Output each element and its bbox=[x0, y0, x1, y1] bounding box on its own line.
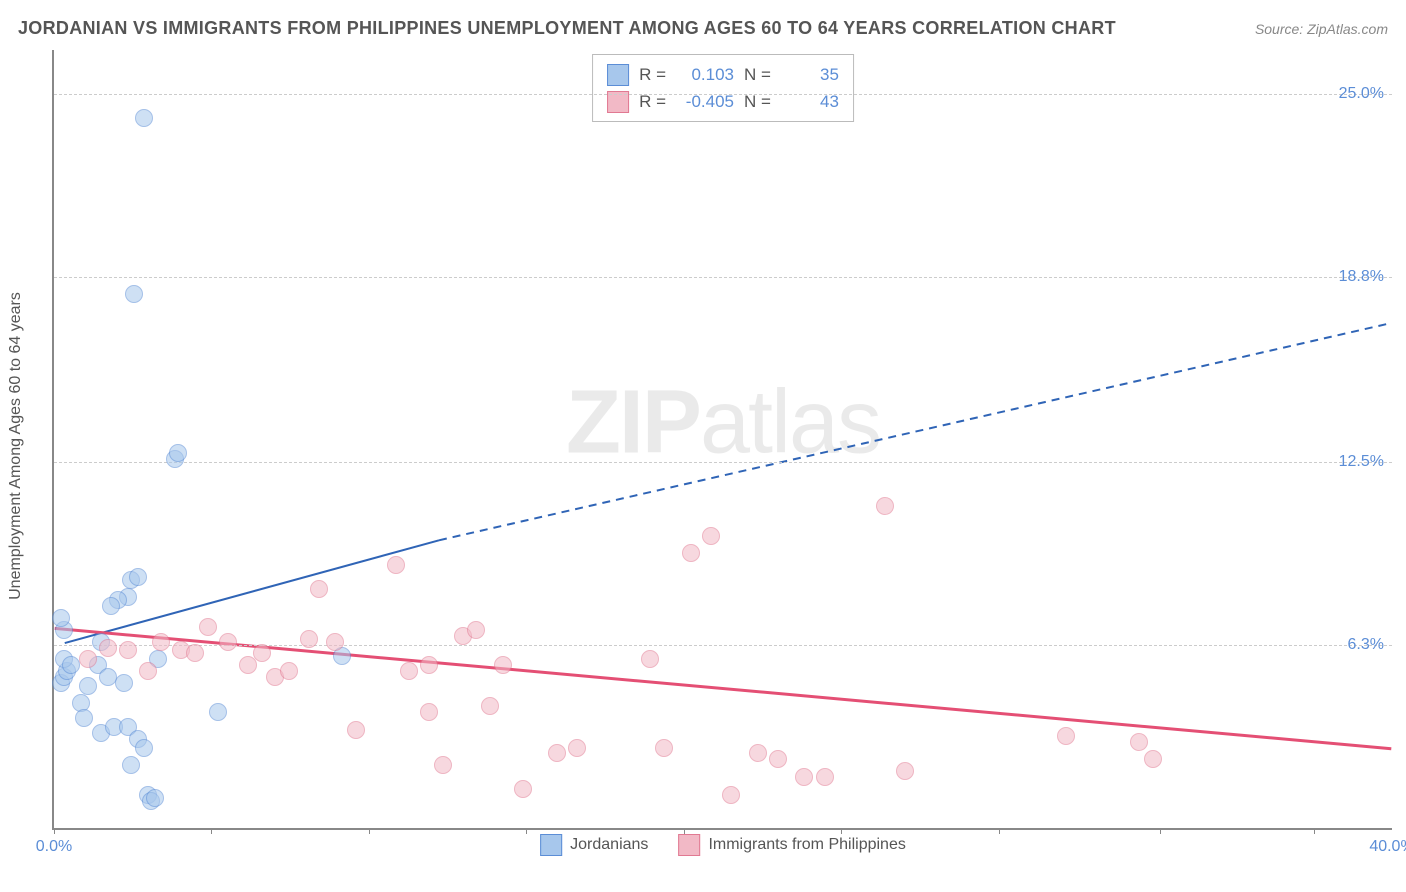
y-tick-label: 18.8% bbox=[1339, 268, 1384, 286]
gridline bbox=[54, 645, 1392, 646]
data-point bbox=[169, 444, 187, 462]
data-point bbox=[702, 527, 720, 545]
source-label: Source: ZipAtlas.com bbox=[1255, 21, 1388, 37]
x-tick-mark bbox=[684, 828, 685, 834]
y-tick-label: 25.0% bbox=[1339, 85, 1384, 103]
data-point bbox=[795, 768, 813, 786]
data-point bbox=[682, 544, 700, 562]
x-tick-mark bbox=[54, 828, 55, 834]
x-tick-min: 0.0% bbox=[36, 838, 72, 856]
data-point bbox=[99, 668, 117, 686]
swatch-series-0 bbox=[607, 64, 629, 86]
legend-item-1: Immigrants from Philippines bbox=[678, 834, 905, 856]
stats-row-0: R = 0.103 N = 35 bbox=[607, 61, 839, 88]
x-tick-mark bbox=[999, 828, 1000, 834]
y-tick-label: 12.5% bbox=[1339, 453, 1384, 471]
data-point bbox=[641, 650, 659, 668]
data-point bbox=[253, 644, 271, 662]
x-tick-mark bbox=[369, 828, 370, 834]
data-point bbox=[152, 633, 170, 651]
series-legend: Jordanians Immigrants from Philippines bbox=[540, 834, 906, 856]
data-point bbox=[387, 556, 405, 574]
gridline bbox=[54, 94, 1392, 95]
data-point bbox=[199, 618, 217, 636]
data-point bbox=[400, 662, 418, 680]
data-point bbox=[326, 633, 344, 651]
data-point bbox=[749, 744, 767, 762]
swatch-icon bbox=[540, 834, 562, 856]
stats-row-1: R = -0.405 N = 43 bbox=[607, 88, 839, 115]
x-tick-mark bbox=[1160, 828, 1161, 834]
data-point bbox=[568, 739, 586, 757]
stats-legend: R = 0.103 N = 35 R = -0.405 N = 43 bbox=[592, 54, 854, 122]
swatch-icon bbox=[678, 834, 700, 856]
data-point bbox=[467, 621, 485, 639]
data-point bbox=[896, 762, 914, 780]
trendlines bbox=[54, 50, 1392, 828]
data-point bbox=[722, 786, 740, 804]
data-point bbox=[310, 580, 328, 598]
data-point bbox=[146, 789, 164, 807]
data-point bbox=[209, 703, 227, 721]
data-point bbox=[125, 285, 143, 303]
x-tick-mark bbox=[1314, 828, 1315, 834]
x-tick-mark bbox=[841, 828, 842, 834]
data-point bbox=[434, 756, 452, 774]
data-point bbox=[876, 497, 894, 515]
data-point bbox=[816, 768, 834, 786]
data-point bbox=[79, 650, 97, 668]
y-axis-label: Unemployment Among Ages 60 to 64 years bbox=[7, 292, 25, 600]
data-point bbox=[219, 633, 237, 651]
data-point bbox=[769, 750, 787, 768]
data-point bbox=[347, 721, 365, 739]
data-point bbox=[135, 109, 153, 127]
data-point bbox=[102, 597, 120, 615]
data-point bbox=[75, 709, 93, 727]
chart-title: JORDANIAN VS IMMIGRANTS FROM PHILIPPINES… bbox=[18, 18, 1116, 39]
data-point bbox=[494, 656, 512, 674]
data-point bbox=[129, 568, 147, 586]
data-point bbox=[481, 697, 499, 715]
plot-area: ZIPatlas R = 0.103 N = 35 R = -0.405 N =… bbox=[52, 50, 1392, 830]
x-tick-max: 40.0% bbox=[1369, 838, 1406, 856]
data-point bbox=[514, 780, 532, 798]
y-tick-label: 6.3% bbox=[1348, 636, 1384, 654]
data-point bbox=[655, 739, 673, 757]
data-point bbox=[99, 639, 117, 657]
watermark: ZIPatlas bbox=[566, 372, 880, 475]
data-point bbox=[186, 644, 204, 662]
data-point bbox=[420, 656, 438, 674]
data-point bbox=[1144, 750, 1162, 768]
data-point bbox=[420, 703, 438, 721]
data-point bbox=[1057, 727, 1075, 745]
data-point bbox=[135, 739, 153, 757]
x-tick-mark bbox=[526, 828, 527, 834]
data-point bbox=[52, 609, 70, 627]
data-point bbox=[1130, 733, 1148, 751]
data-point bbox=[79, 677, 97, 695]
data-point bbox=[115, 674, 133, 692]
data-point bbox=[548, 744, 566, 762]
gridline bbox=[54, 277, 1392, 278]
data-point bbox=[119, 641, 137, 659]
data-point bbox=[122, 756, 140, 774]
data-point bbox=[62, 656, 80, 674]
data-point bbox=[280, 662, 298, 680]
data-point bbox=[139, 662, 157, 680]
legend-item-0: Jordanians bbox=[540, 834, 648, 856]
x-tick-mark bbox=[211, 828, 212, 834]
gridline bbox=[54, 462, 1392, 463]
data-point bbox=[300, 630, 318, 648]
